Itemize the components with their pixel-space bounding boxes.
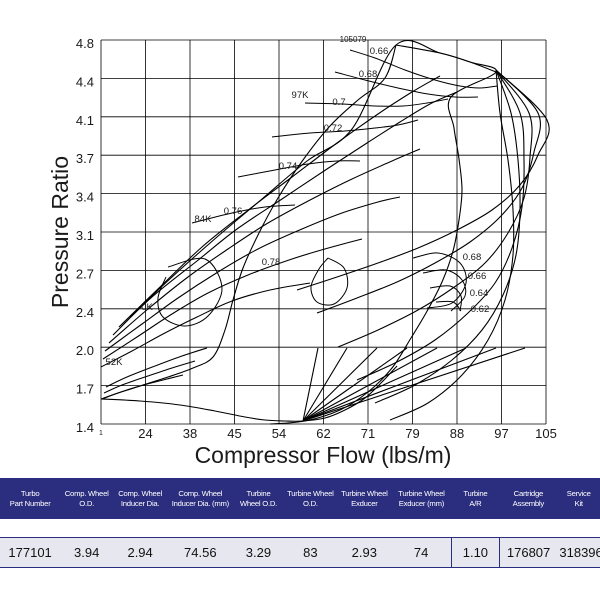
svg-text:24: 24 [138,426,152,441]
svg-text:3.7: 3.7 [76,151,94,166]
svg-text:97K: 97K [292,90,310,101]
svg-text:0.68: 0.68 [463,252,482,263]
svg-text:1: 1 [99,430,103,437]
svg-text:84K: 84K [195,214,213,225]
svg-text:0.68: 0.68 [359,69,378,80]
svg-text:2.4: 2.4 [76,305,94,320]
svg-text:Pressure Ratio: Pressure Ratio [47,156,73,308]
svg-text:4.4: 4.4 [76,74,94,89]
svg-text:105: 105 [535,426,557,441]
svg-text:71: 71 [361,426,375,441]
svg-text:2.7: 2.7 [76,266,94,281]
svg-text:52K: 52K [106,357,124,368]
svg-text:1.7: 1.7 [76,382,94,397]
svg-text:54: 54 [272,426,286,441]
svg-text:38: 38 [183,426,197,441]
svg-text:0.66: 0.66 [468,271,487,282]
svg-text:2.0: 2.0 [76,343,94,358]
svg-text:62: 62 [316,426,330,441]
svg-text:0.72: 0.72 [324,123,343,134]
svg-text:105079: 105079 [340,35,367,44]
svg-text:4.8: 4.8 [76,36,94,51]
svg-text:45: 45 [227,426,241,441]
svg-text:Compressor Flow (lbs/m): Compressor Flow (lbs/m) [195,442,452,468]
svg-text:0.7: 0.7 [332,97,345,108]
svg-text:88: 88 [450,426,464,441]
svg-text:0.66: 0.66 [370,46,389,57]
svg-text:0.78: 0.78 [262,257,281,268]
svg-text:0.76: 0.76 [224,206,243,217]
svg-text:4.1: 4.1 [76,113,94,128]
svg-text:1.4: 1.4 [76,420,94,435]
svg-text:3.1: 3.1 [76,228,94,243]
svg-text:79: 79 [405,426,419,441]
svg-text:0.74: 0.74 [279,161,298,172]
svg-text:97: 97 [494,426,508,441]
svg-text:0.64: 0.64 [470,288,489,299]
svg-text:3.4: 3.4 [76,190,94,205]
svg-text:0.62: 0.62 [471,304,490,315]
svg-text:0K: 0K [141,302,153,313]
